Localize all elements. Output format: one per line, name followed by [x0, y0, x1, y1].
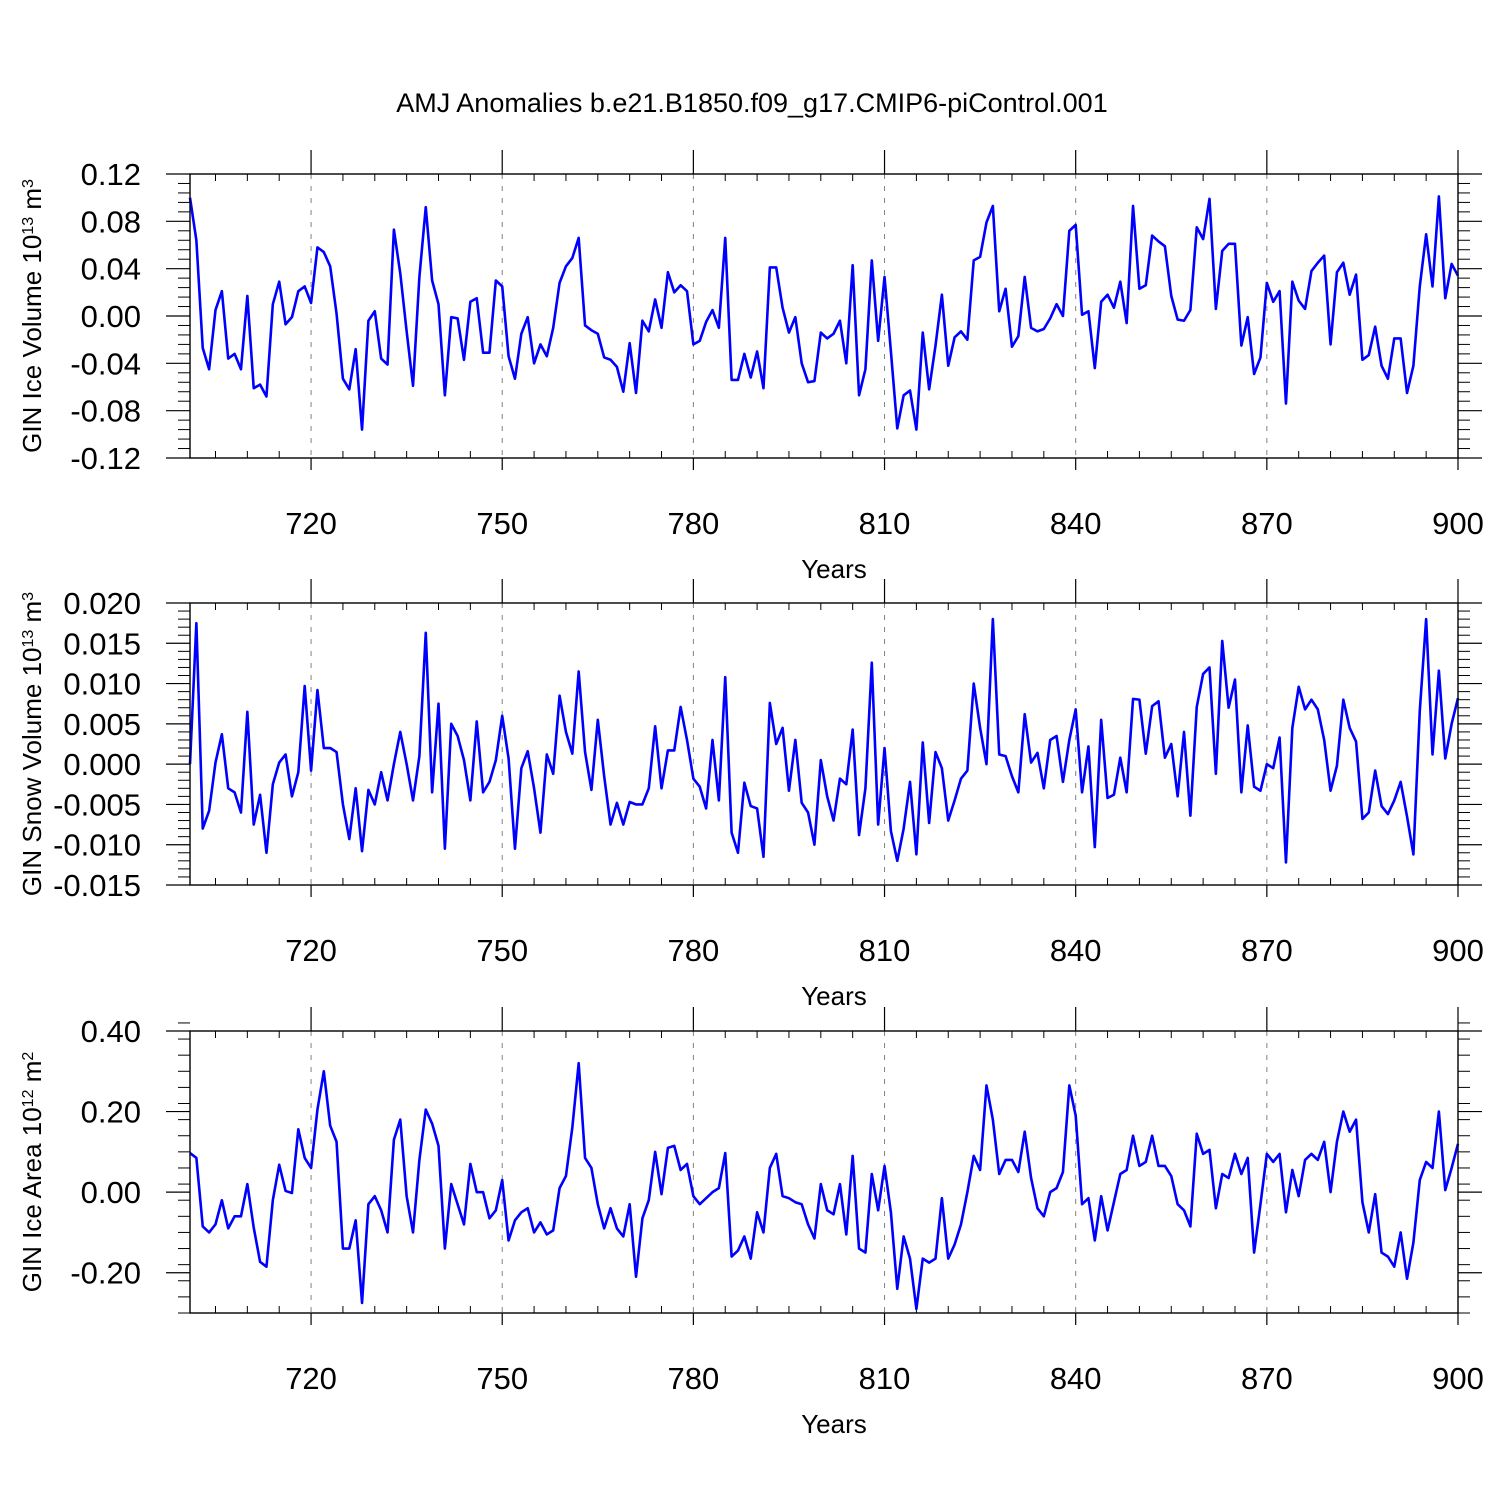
- panel-ice-area: 720 750 780 810 840 870 900 -0.20 0.00 0.20 0.40 Ye…: [17, 1007, 1484, 1439]
- plot-frame: [189, 1030, 1459, 1314]
- panel-ice-volume: 720 750 780 810 840 870 900 -0.12 -0.08 -0.04 0.00…: [17, 150, 1484, 584]
- x-tick-label: 870: [1241, 933, 1293, 968]
- y-tick-label: 0.08: [81, 204, 141, 239]
- y-tick-label: 0.005: [63, 707, 141, 742]
- y-axis-label: GIN Snow Volume 1013 m3: [17, 592, 47, 896]
- panels: 720 750 780 810 840 870 900 -0.12 -0.08 -0.04 0.00…: [17, 150, 1484, 1439]
- x-tick-label: 780: [668, 933, 720, 968]
- x-tick-label: 720: [285, 506, 337, 541]
- x-axis-label: Years: [801, 554, 867, 584]
- series-line-ice-volume: [188, 195, 1460, 431]
- y-tick-label: -0.12: [70, 441, 141, 476]
- x-tick-label: 810: [859, 506, 911, 541]
- series-line-snow-volume: [188, 617, 1460, 864]
- x-tick-label: 720: [285, 933, 337, 968]
- y-tick-label: -0.010: [53, 828, 141, 863]
- y-axis-label: GIN Ice Volume 1013 m3: [17, 179, 47, 453]
- panel-snow-volume: 720 750 780 810 840 870 900 -0.015 -0.010 -0.005 0…: [17, 579, 1484, 1011]
- x-tick-label: 840: [1050, 933, 1102, 968]
- y-tick-label: -0.005: [53, 787, 141, 822]
- x-tick-label: 810: [859, 1361, 911, 1396]
- x-tick-label: 810: [859, 933, 911, 968]
- plot-frame: [189, 602, 1459, 886]
- y-tick-label: 0.12: [81, 157, 141, 192]
- y-tick-label: 0.015: [63, 626, 141, 661]
- x-tick-label: 840: [1050, 506, 1102, 541]
- x-tick-label: 900: [1432, 506, 1484, 541]
- y-tick-label: -0.04: [70, 346, 141, 381]
- y-tick-label: 0.04: [81, 252, 141, 287]
- x-tick-label: 870: [1241, 506, 1293, 541]
- y-tick-label: 0.010: [63, 667, 141, 702]
- figure-title: AMJ Anomalies b.e21.B1850.f09_g17.CMIP6-…: [396, 88, 1107, 118]
- y-tick-label: 0.020: [63, 586, 141, 621]
- x-tick-label: 900: [1432, 1361, 1484, 1396]
- x-tick-label: 780: [668, 506, 720, 541]
- y-tick-label: -0.08: [70, 394, 141, 429]
- y-tick-label: 0.20: [81, 1095, 141, 1130]
- x-tick-label: 900: [1432, 933, 1484, 968]
- plot-frame: [189, 173, 1459, 459]
- y-axis-label: GIN Ice Area 1012 m2: [17, 1052, 47, 1293]
- y-tick-label: 0.00: [81, 1175, 141, 1210]
- x-tick-label: 750: [476, 506, 528, 541]
- x-tick-label: 870: [1241, 1361, 1293, 1396]
- y-tick-label: 0.000: [63, 747, 141, 782]
- y-tick-label: -0.015: [53, 868, 141, 903]
- x-axis-label: Years: [801, 981, 867, 1011]
- x-tick-label: 720: [285, 1361, 337, 1396]
- y-tick-label: 0.40: [81, 1014, 141, 1049]
- y-tick-label: 0.00: [81, 299, 141, 334]
- x-axis-label: Years: [801, 1409, 867, 1439]
- y-tick-label: -0.20: [70, 1256, 141, 1291]
- x-tick-label: 750: [476, 933, 528, 968]
- x-tick-label: 840: [1050, 1361, 1102, 1396]
- x-tick-label: 780: [668, 1361, 720, 1396]
- x-tick-label: 750: [476, 1361, 528, 1396]
- series-line-ice-area: [189, 1061, 1460, 1311]
